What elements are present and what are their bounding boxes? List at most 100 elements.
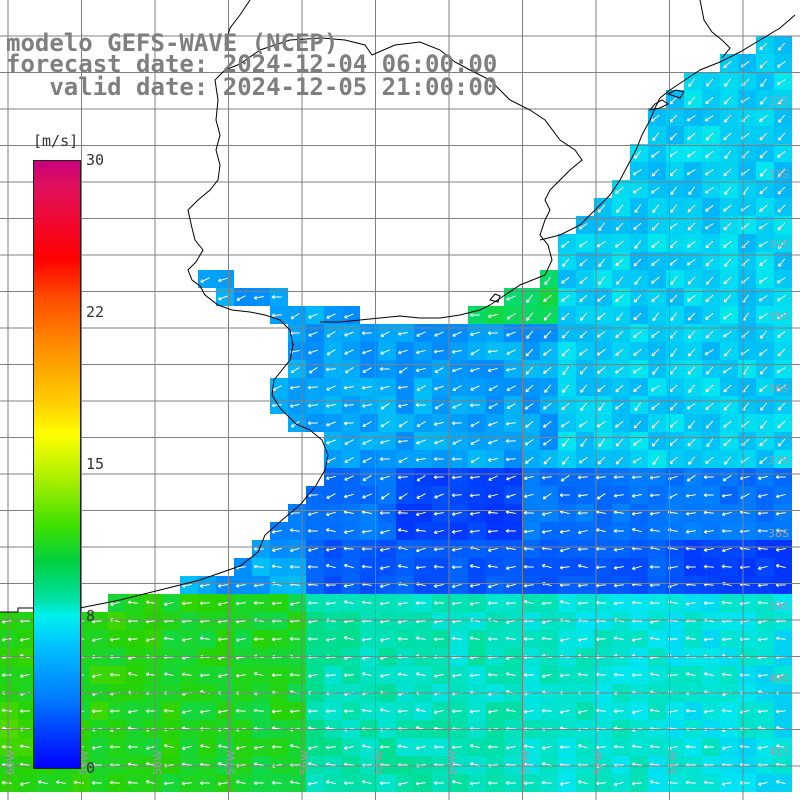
wind-arrow (775, 780, 786, 785)
wind-arrow (632, 457, 642, 464)
wind-arrow (759, 204, 768, 212)
wind-arrow (739, 529, 750, 534)
wind-arrow (705, 330, 714, 339)
wind-arrow (415, 781, 426, 786)
wind-arrow (777, 348, 786, 357)
wind-arrow (562, 384, 570, 393)
wind-arrow (759, 150, 768, 159)
wind-arrow (325, 475, 336, 480)
wind-arrow (686, 150, 696, 158)
wind-arrow (651, 438, 660, 447)
wind-arrow (577, 744, 588, 749)
wind-arrow (777, 42, 786, 51)
wind-arrow (487, 564, 498, 569)
wind-arrow (669, 114, 678, 123)
wind-arrow (271, 780, 282, 785)
wind-arrow (127, 637, 138, 642)
wind-arrow (325, 745, 336, 750)
wind-arrow (271, 295, 282, 300)
wind-arrow (433, 421, 444, 426)
wind-arrow (487, 601, 498, 606)
wind-arrow (434, 385, 444, 391)
wind-arrow (91, 673, 102, 679)
wind-arrow (776, 295, 786, 302)
wind-arrow (777, 186, 786, 195)
wind-arrow (307, 564, 318, 569)
wind-arrow (579, 366, 588, 375)
wind-arrow (631, 565, 642, 571)
wind-arrow (397, 510, 408, 515)
wind-arrow (289, 744, 300, 749)
wind-arrow (325, 547, 336, 552)
wind-arrow (469, 529, 480, 534)
wind-arrow (505, 439, 516, 444)
wind-arrow (308, 313, 318, 319)
wind-arrow (416, 331, 426, 337)
wind-arrow (561, 402, 570, 411)
wind-arrow (739, 565, 750, 570)
wind-arrow (757, 673, 768, 678)
wind-arrow (433, 600, 444, 605)
wind-arrow (524, 456, 534, 464)
wind-arrow (541, 619, 552, 624)
wind-arrow (757, 709, 768, 714)
wind-arrow (598, 276, 606, 285)
wind-arrow (127, 600, 138, 605)
wind-arrow (451, 762, 462, 767)
wind-arrow (560, 474, 570, 482)
wind-arrow (649, 493, 660, 498)
wind-arrow (109, 672, 120, 677)
wind-arrow (631, 637, 642, 642)
wind-arrow (559, 709, 570, 714)
lon-label: 53W (519, 750, 532, 775)
wind-arrow (777, 132, 786, 141)
wind-arrow (759, 60, 768, 69)
wind-arrow (109, 709, 120, 714)
wind-arrow (289, 672, 300, 677)
wind-arrow (649, 672, 660, 677)
wind-arrow (613, 636, 624, 641)
wind-arrow (343, 385, 354, 390)
wind-arrow (543, 348, 552, 356)
wind-arrow (559, 781, 570, 786)
wind-arrow (703, 780, 714, 785)
wind-arrow (487, 349, 498, 354)
wind-arrow (577, 547, 588, 552)
wind-arrow (651, 348, 660, 357)
wind-arrow (541, 708, 552, 713)
wind-arrow (686, 240, 696, 248)
wind-arrow (415, 528, 426, 533)
wind-arrow (235, 583, 246, 588)
wind-arrow (705, 402, 714, 411)
wind-arrow (343, 781, 354, 786)
wind-arrow (559, 599, 570, 605)
wind-arrow (562, 258, 570, 267)
wind-arrow (397, 331, 408, 336)
wind-arrow (451, 565, 462, 570)
wind-arrow (379, 511, 390, 516)
wind-arrow (562, 366, 570, 376)
wind-arrow (775, 744, 786, 749)
wind-arrow (703, 529, 714, 534)
wind-arrow (578, 421, 588, 428)
wind-arrow (634, 276, 642, 286)
wind-arrow (307, 600, 318, 605)
wind-arrow (523, 673, 534, 678)
wind-arrow (434, 403, 444, 410)
wind-arrow (379, 708, 390, 713)
wind-arrow (451, 349, 462, 354)
wind-arrow (253, 295, 264, 300)
wind-arrow (307, 781, 318, 786)
wind-arrow (433, 529, 444, 535)
wind-arrow (631, 709, 642, 714)
wind-arrow (289, 385, 300, 390)
wind-arrow (199, 744, 210, 749)
wind-arrow (325, 780, 336, 785)
wind-arrow (596, 330, 606, 338)
wind-arrow (634, 240, 642, 249)
wind-arrow (253, 745, 264, 750)
wind-arrow (19, 637, 30, 642)
wind-arrow (199, 781, 210, 786)
wind-arrow (487, 510, 498, 515)
wind-arrow (652, 132, 660, 141)
